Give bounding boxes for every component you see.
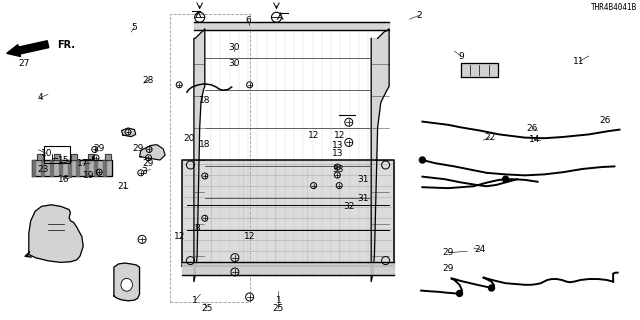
Text: 27: 27 <box>19 59 30 68</box>
Text: 12: 12 <box>333 131 345 140</box>
Text: 20: 20 <box>184 134 195 143</box>
Text: 3: 3 <box>141 167 147 176</box>
Text: 28: 28 <box>143 76 154 84</box>
Polygon shape <box>59 160 61 176</box>
Polygon shape <box>29 205 83 262</box>
Bar <box>170 14 250 302</box>
Text: 30: 30 <box>228 43 239 52</box>
Ellipse shape <box>121 278 132 291</box>
Text: 18: 18 <box>199 140 211 148</box>
Text: 19: 19 <box>83 171 94 180</box>
Polygon shape <box>182 262 394 275</box>
Text: 18: 18 <box>199 96 211 105</box>
Polygon shape <box>194 22 389 30</box>
Polygon shape <box>76 160 79 176</box>
Polygon shape <box>194 29 205 282</box>
Polygon shape <box>32 160 35 176</box>
Text: 29: 29 <box>442 264 454 273</box>
Text: 30: 30 <box>228 59 239 68</box>
Polygon shape <box>140 145 165 160</box>
Text: 12: 12 <box>244 232 255 241</box>
Polygon shape <box>114 263 140 301</box>
Text: 14: 14 <box>529 135 540 144</box>
Text: 11: 11 <box>573 57 585 66</box>
Text: 29: 29 <box>132 144 143 153</box>
Polygon shape <box>461 63 498 77</box>
Text: 12: 12 <box>173 232 185 241</box>
Text: 29: 29 <box>93 144 104 153</box>
Text: 33: 33 <box>332 165 344 174</box>
Text: 9: 9 <box>458 52 463 60</box>
Polygon shape <box>122 128 136 137</box>
Polygon shape <box>85 160 88 176</box>
Circle shape <box>456 291 463 296</box>
Polygon shape <box>71 154 77 160</box>
Text: 5: 5 <box>132 23 137 32</box>
Text: 26: 26 <box>527 124 538 132</box>
Bar <box>44 146 70 163</box>
Polygon shape <box>50 160 52 176</box>
Polygon shape <box>94 160 97 176</box>
Text: 32: 32 <box>343 202 355 211</box>
Text: 25: 25 <box>201 304 212 313</box>
Text: 16: 16 <box>58 175 70 184</box>
Text: 1: 1 <box>276 296 281 305</box>
Text: 8: 8 <box>195 224 200 233</box>
Text: 29: 29 <box>142 159 154 168</box>
Polygon shape <box>68 160 70 176</box>
Text: 6: 6 <box>246 16 251 25</box>
FancyArrow shape <box>6 41 49 57</box>
Text: 13: 13 <box>332 149 343 158</box>
Text: 4: 4 <box>38 93 43 102</box>
Text: 21: 21 <box>118 182 129 191</box>
Text: 12: 12 <box>308 131 319 140</box>
Text: 10: 10 <box>41 149 52 158</box>
Polygon shape <box>103 160 106 176</box>
Text: FR.: FR. <box>58 40 76 51</box>
Text: 17: 17 <box>77 159 89 168</box>
Text: 22: 22 <box>484 133 495 142</box>
Text: THR4B4041B: THR4B4041B <box>591 3 637 12</box>
Text: 26: 26 <box>599 116 611 125</box>
Circle shape <box>502 176 509 182</box>
Text: 15: 15 <box>58 156 70 164</box>
Polygon shape <box>371 29 389 282</box>
Text: 29: 29 <box>442 248 454 257</box>
Text: 31: 31 <box>357 175 369 184</box>
Circle shape <box>419 157 426 163</box>
Polygon shape <box>105 154 111 160</box>
Text: 31: 31 <box>357 194 369 203</box>
Polygon shape <box>32 160 112 176</box>
Polygon shape <box>41 160 44 176</box>
Text: 24: 24 <box>474 245 486 254</box>
Polygon shape <box>182 160 394 266</box>
Polygon shape <box>88 154 94 160</box>
Circle shape <box>488 285 495 291</box>
Polygon shape <box>37 154 43 160</box>
Text: 2: 2 <box>417 11 422 20</box>
Polygon shape <box>54 154 60 160</box>
Text: 25: 25 <box>273 304 284 313</box>
Text: 1: 1 <box>193 296 198 305</box>
Text: 13: 13 <box>332 141 343 150</box>
Text: 23: 23 <box>38 165 49 174</box>
